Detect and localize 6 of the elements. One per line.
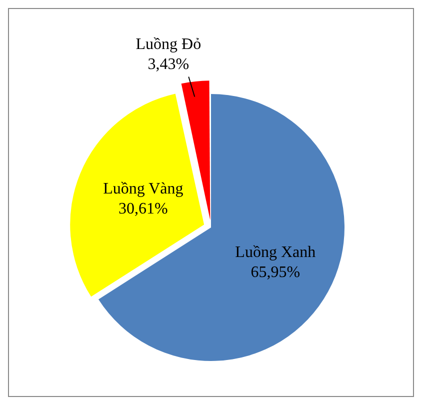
slice-label: Luồng Xanh	[235, 244, 316, 261]
data-label: 30,61%	[118, 200, 168, 218]
slice-label: Luồng Đỏ	[136, 36, 202, 53]
slice-label: Luồng Vàng	[103, 180, 184, 198]
data-label: 65,95%	[250, 264, 300, 281]
data-label: 3,43%	[148, 56, 190, 73]
